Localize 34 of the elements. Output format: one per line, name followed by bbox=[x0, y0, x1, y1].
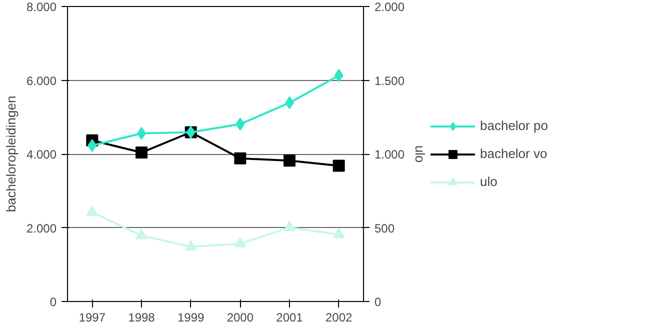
point bbox=[284, 154, 296, 167]
point bbox=[88, 139, 97, 152]
legend-label: bachelor po bbox=[480, 118, 548, 133]
x-tick-label: 2002 bbox=[325, 310, 353, 324]
legend-label: ulo bbox=[480, 174, 498, 189]
point bbox=[332, 160, 345, 172]
y-tick-label: 0 bbox=[50, 295, 57, 309]
x-tick-label: 2001 bbox=[276, 310, 304, 324]
point bbox=[234, 152, 246, 164]
y-tick-label: 4.000 bbox=[26, 148, 57, 162]
x-tick-label: 1998 bbox=[128, 310, 156, 324]
point bbox=[284, 220, 296, 232]
y2-axis-title: ulo bbox=[412, 145, 428, 163]
point bbox=[136, 228, 148, 240]
y2-tick-label: 1.500 bbox=[374, 74, 405, 88]
point bbox=[332, 228, 345, 238]
y2-tick-label: 1.000 bbox=[374, 148, 405, 162]
y-tick-label: 2.000 bbox=[26, 221, 57, 236]
point bbox=[184, 240, 197, 250]
y2-tick-label: 0 bbox=[374, 295, 382, 309]
legend-label: bachelor vo bbox=[480, 146, 548, 161]
point bbox=[234, 236, 246, 248]
y-axis-title: bacheloropleidingen bbox=[3, 96, 18, 212]
point bbox=[236, 118, 245, 131]
y-tick-label: 8.000 bbox=[26, 0, 57, 14]
x-tick-label: 2000 bbox=[226, 310, 254, 324]
x-tick-label: 1997 bbox=[78, 310, 106, 324]
point bbox=[86, 205, 98, 216]
x-tick-label: 1999 bbox=[177, 310, 205, 324]
y-tick-label: 6.000 bbox=[26, 74, 57, 88]
point bbox=[136, 146, 148, 159]
y2-tick-label: 2.000 bbox=[374, 0, 405, 14]
y2-tick-label: 500 bbox=[374, 221, 395, 236]
point bbox=[334, 68, 344, 82]
